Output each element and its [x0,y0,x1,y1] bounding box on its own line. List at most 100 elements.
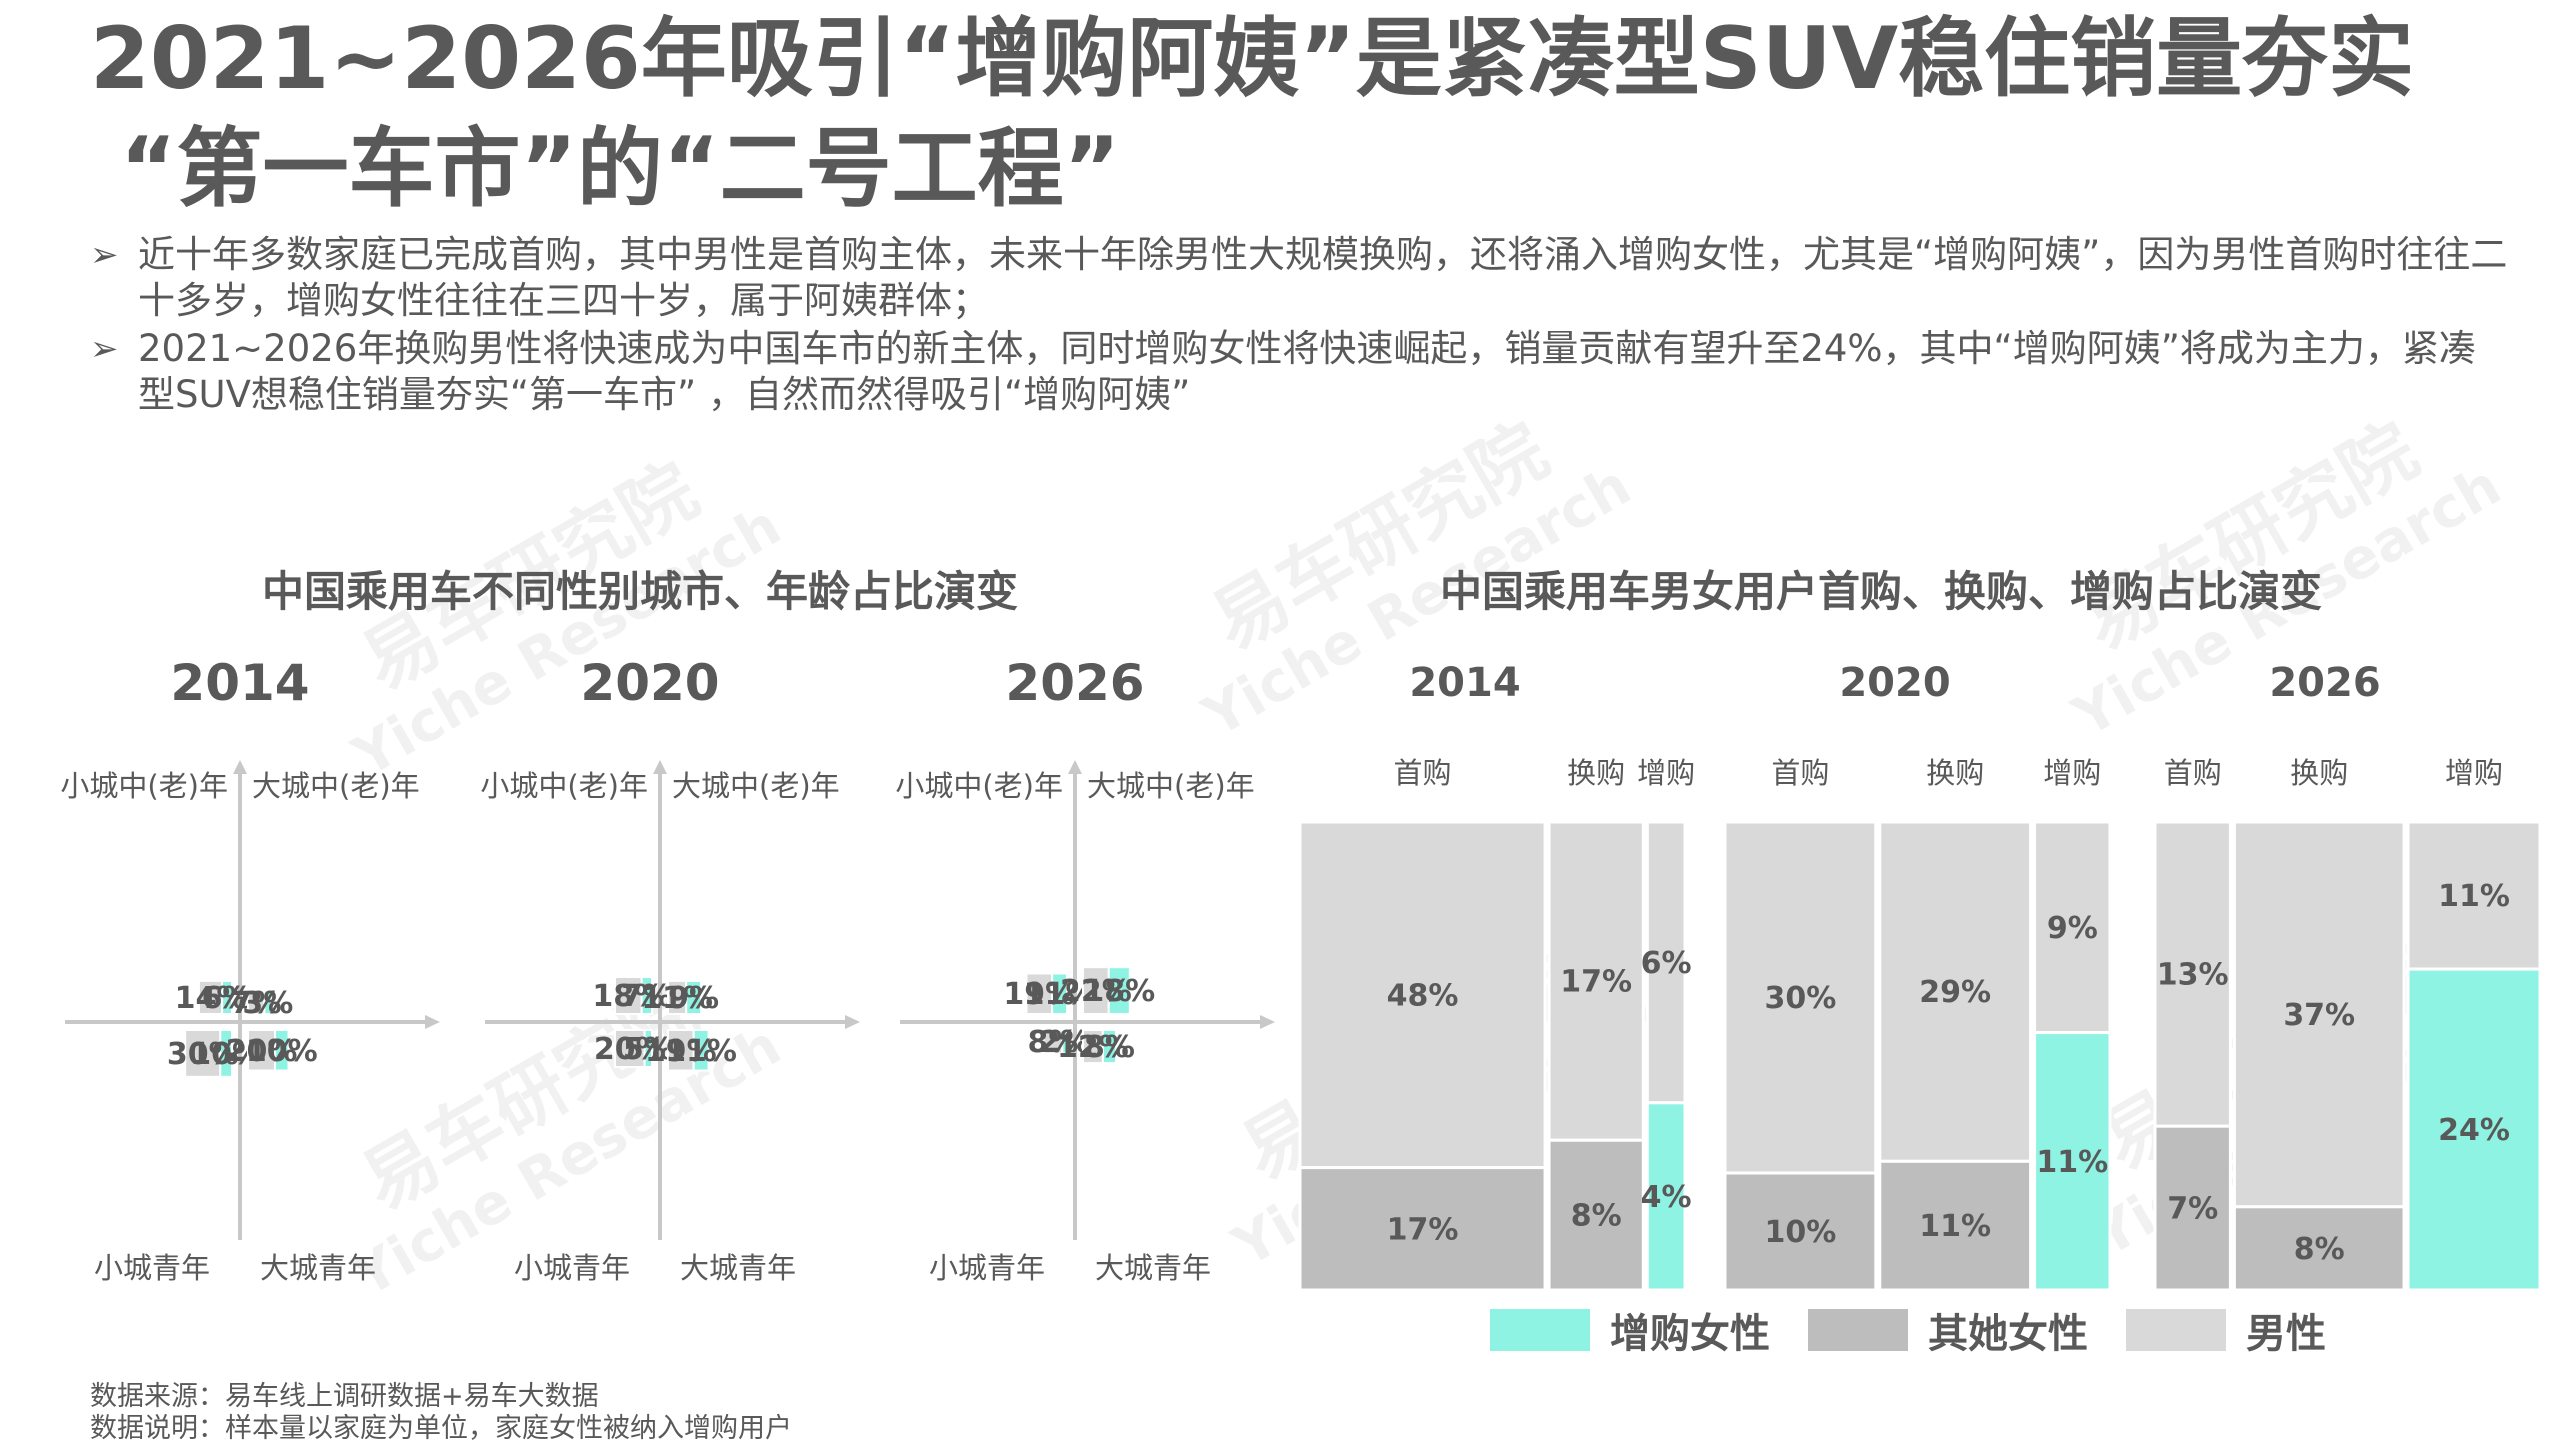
mekko-segment-male [1723,820,1878,1175]
mekko-segment-male [2153,820,2232,1128]
quadrant-axis-arrow-right [425,1015,440,1029]
legend: 增购女性 其她女性 男性 [1490,1305,2364,1357]
quadrant-bar-female-small-young [219,1029,234,1078]
bullet-item: ➢ 2021~2026年换购男性将快速成为中国车市的新主体，同时增购女性将快速崛起… [90,326,2510,418]
quadrant-label-male-small-old: 14% [175,981,247,1016]
mekko-segment-label: 9% [2047,911,2098,946]
quadrant-bar-female-small-old [640,976,654,1015]
quadrant-bar-female-big-young [692,1029,710,1072]
quadrant-label-male-small-old: 19% [1003,977,1075,1012]
left-year-2026: 2026 [1005,654,1145,712]
mekko-column-header: 首购 [1771,756,1829,790]
quadrant-bar-female-small-young [1061,1029,1068,1055]
quadrant-label-male-small-young: 20% [594,1032,666,1067]
mekko-column-header: 增购 [2445,756,2503,790]
mekko-segment-other_female [1547,1138,1645,1292]
left-year-2014: 2014 [170,654,310,712]
right-year-2020: 2020 [1839,660,1951,706]
quadrant-label-male-small-old: 18% [592,979,664,1014]
quadrant-bar-female-small-young [643,1029,653,1068]
mekko-segment-male [2033,820,2112,1035]
quadrant-label-bottom-right: 大城青年 [680,1251,796,1285]
mekko-column-header: 首购 [1394,756,1452,790]
bullet-item: ➢ 近十年多数家庭已完成首购，其中男性是首购主体，未来十年除男性大规模换购，还将涌… [90,232,2510,324]
quadrant-axis-arrow-up [233,760,247,774]
quadrant-bar-female-big-old [263,989,273,1015]
quadrant-label-male-small-young: 8% [1027,1025,1078,1060]
mekko-segment-label: 48% [1387,978,1459,1013]
mekko-segment-other_female [2232,1205,2406,1292]
quadrant-label-male-big-young: 12% [1057,1030,1129,1065]
right-chart-title: 中国乘用车男女用户首购、换购、增购占比演变 [1440,567,2323,616]
right-year-2026: 2026 [2269,660,2381,706]
quadrant-label-male-big-old: 22% [1060,974,1132,1009]
quadrant-label-female-small-old: 7% [621,979,672,1014]
mekko-segment-add_female [1645,1101,1687,1292]
legend-swatch-add-female [1490,1309,1590,1351]
quadrant-label-female-small-old: 6% [202,981,253,1016]
quadrant-bar-male-big-young [247,1029,277,1072]
mekko-segment-label: 11% [2438,879,2510,914]
mekko-segment-add_female [2406,967,2542,1292]
legend-label: 其她女性 [1928,1311,2088,1357]
quadrant-label-bottom-left: 小城青年 [514,1251,630,1285]
left-chart-title: 中国乘用车不同性别城市、年龄占比演变 [262,567,1019,616]
quadrant-label-top-left: 小城中(老)年 [60,769,228,803]
quadrant-label-male-big-young: 19% [645,1034,717,1069]
arrow-bullet-icon: ➢ [90,235,119,275]
quadrant-label-male-small-young: 30% [167,1037,239,1072]
slide-title: 2021~2026年吸引“增购阿姨”是紧凑型SUV稳住销量夯实 “第一车市”的“… [90,4,2530,224]
mekko-segment-male [1878,820,2033,1163]
right-year-2014: 2014 [1409,660,1521,706]
mekko-segment-label: 13% [2157,958,2229,993]
title-line-2: “第一车市”的“二号工程” [120,119,1121,219]
footnote-note: 数据说明：样本量以家庭为单位，家庭女性被纳入增购用户 [90,1413,792,1444]
mekko-segment-label: 6% [1641,946,1692,981]
bullet-list: ➢ 近十年多数家庭已完成首购，其中男性是首购主体，未来十年除男性大规模换购，还将涌… [90,232,2510,420]
quadrant-label-female-big-old: 9% [668,981,719,1016]
quadrant-label-bottom-right: 大城青年 [1095,1251,1211,1285]
quadrant-label-female-big-young: 11% [665,1034,737,1069]
quadrant-label-bottom-right: 大城青年 [260,1251,376,1285]
mekko-segment-other_female [1298,1166,1547,1292]
legend-swatch-other-female [1808,1309,1908,1351]
mekko-segment-label: 29% [1919,975,1991,1010]
mekko-segment-add_female [2033,1031,2112,1292]
legend-label: 男性 [2246,1311,2326,1357]
quadrant-label-female-small-young: 5% [623,1032,674,1067]
mekko-segment-label: 37% [2283,998,2355,1033]
quadrant-label-male-big-old: 7% [231,986,282,1021]
bullet-text: 2021~2026年换购男性将快速成为中国车市的新主体，同时增购女性将快速崛起，… [138,327,2476,416]
quadrant-axis-arrow-up [1068,760,1082,774]
mekko-segment-label: 8% [1571,1199,1622,1234]
quadrant-label-male-big-old: 11% [641,981,713,1016]
legend-item-add-female: 增购女性 [1490,1301,1770,1359]
mekko-segment-label: 11% [1919,1209,1991,1244]
legend-label: 增购女性 [1610,1311,1770,1357]
quadrant-axis-arrow-right [845,1015,860,1029]
mekko-segment-label: 10% [1764,1215,1836,1250]
quadrant-label-female-big-old: 18% [1083,974,1155,1009]
quadrant-label-bottom-left: 小城青年 [929,1251,1045,1285]
title-line-1: 2021~2026年吸引“增购阿姨”是紧凑型SUV稳住销量夯实 [90,9,2415,109]
quadrant-label-top-left: 小城中(老)年 [895,769,1063,803]
quadrant-label-female-small-young: 2% [1039,1025,1090,1060]
quadrant-label-female-big-young: 8% [1084,1030,1135,1065]
mekko-segment-other_female [2153,1124,2232,1292]
mekko-segment-other_female [1878,1159,2033,1292]
mekko-segment-other_female [1723,1171,1878,1292]
mekko-segment-label: 11% [2036,1145,2108,1180]
quadrant-bar-male-small-young [184,1029,222,1078]
arrow-bullet-icon: ➢ [90,329,119,369]
mekko-column-header: 换购 [2290,756,2348,790]
mekko-segment-label: 7% [2167,1192,2218,1227]
mekko-segment-label: 24% [2438,1113,2510,1148]
quadrant-label-male-big-young: 20% [226,1034,298,1069]
mekko-segment-label: 17% [1560,965,1632,1000]
mekko-segment-label: 30% [1764,981,1836,1016]
mekko-column-header: 换购 [1926,756,1984,790]
quadrant-bar-female-small-old [221,979,233,1015]
mekko-column-header: 首购 [2164,756,2222,790]
quadrant-bar-male-small-old [1025,972,1054,1015]
mekko-segment-male [2406,820,2542,971]
